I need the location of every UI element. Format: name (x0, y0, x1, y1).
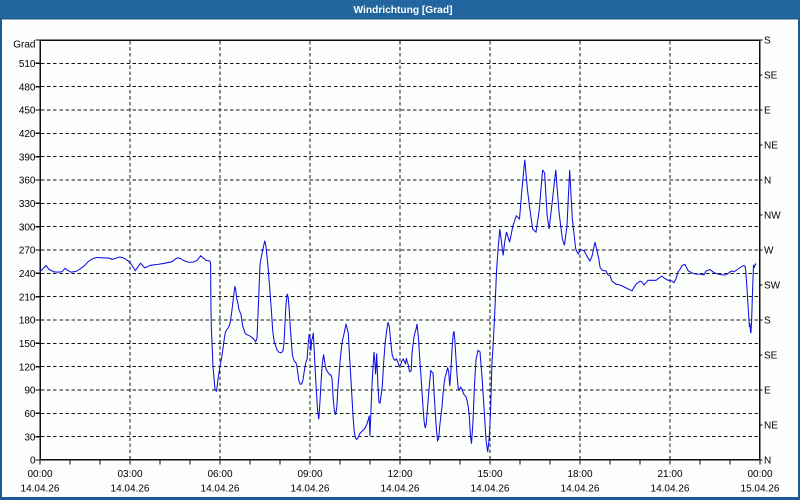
svg-text:18:00: 18:00 (567, 469, 592, 480)
svg-text:450: 450 (19, 106, 36, 117)
svg-text:210: 210 (19, 292, 36, 303)
svg-text:90: 90 (24, 386, 36, 397)
svg-text:120: 120 (19, 362, 36, 373)
svg-text:W: W (764, 246, 774, 257)
svg-text:12:00: 12:00 (387, 469, 412, 480)
svg-text:E: E (764, 106, 771, 117)
svg-text:14.04.26: 14.04.26 (21, 484, 60, 495)
svg-text:09:00: 09:00 (297, 469, 322, 480)
svg-text:03:00: 03:00 (117, 469, 142, 480)
svg-text:150: 150 (19, 339, 36, 350)
svg-text:14.04.26: 14.04.26 (201, 484, 240, 495)
svg-text:330: 330 (19, 199, 36, 210)
svg-text:NE: NE (764, 421, 778, 432)
svg-text:0: 0 (30, 456, 36, 467)
svg-text:SE: SE (764, 71, 778, 82)
svg-text:E: E (764, 386, 771, 397)
svg-text:14.04.26: 14.04.26 (381, 484, 420, 495)
svg-text:510: 510 (19, 59, 36, 70)
svg-text:SE: SE (764, 351, 778, 362)
svg-text:15:00: 15:00 (477, 469, 502, 480)
svg-text:14.04.26: 14.04.26 (471, 484, 510, 495)
svg-text:N: N (764, 456, 771, 467)
svg-text:30: 30 (24, 432, 36, 443)
svg-text:60: 60 (24, 409, 36, 420)
svg-text:240: 240 (19, 269, 36, 280)
svg-text:390: 390 (19, 152, 36, 163)
svg-text:15.04.26: 15.04.26 (741, 484, 780, 495)
svg-text:180: 180 (19, 316, 36, 327)
svg-text:300: 300 (19, 222, 36, 233)
svg-text:06:00: 06:00 (207, 469, 232, 480)
svg-text:360: 360 (19, 176, 36, 187)
svg-text:NE: NE (764, 141, 778, 152)
svg-text:14.04.26: 14.04.26 (651, 484, 690, 495)
svg-text:00:00: 00:00 (27, 469, 52, 480)
svg-text:14.04.26: 14.04.26 (561, 484, 600, 495)
svg-text:420: 420 (19, 129, 36, 140)
svg-text:S: S (764, 36, 771, 47)
svg-text:Windrichtung [Grad]: Windrichtung [Grad] (354, 5, 453, 16)
svg-text:NW: NW (764, 211, 781, 222)
svg-text:S: S (764, 316, 771, 327)
svg-text:14.04.26: 14.04.26 (291, 484, 330, 495)
svg-text:00:00: 00:00 (747, 469, 772, 480)
svg-text:270: 270 (19, 246, 36, 257)
svg-text:21:00: 21:00 (657, 469, 682, 480)
svg-text:Grad: Grad (13, 40, 35, 51)
svg-text:SW: SW (764, 281, 781, 292)
svg-text:N: N (764, 176, 771, 187)
svg-text:14.04.26: 14.04.26 (111, 484, 150, 495)
svg-text:480: 480 (19, 82, 36, 93)
